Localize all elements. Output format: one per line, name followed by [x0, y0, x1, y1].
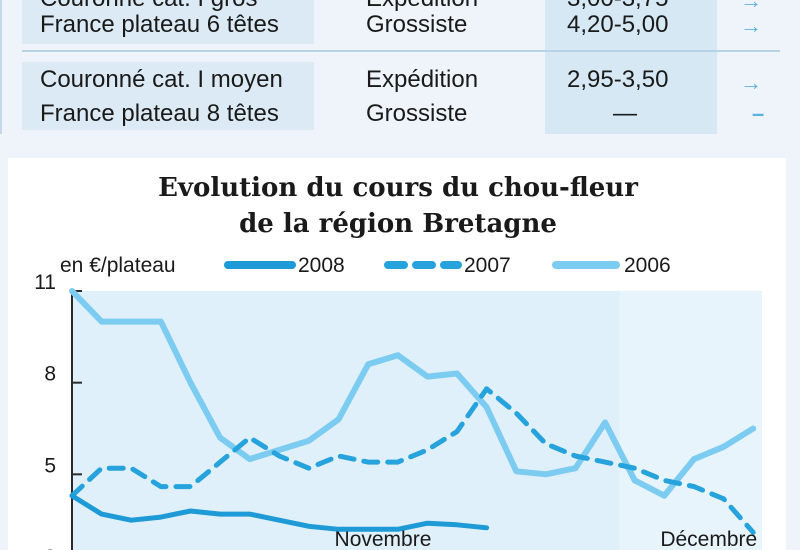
row-2-product-line2: France plateau 8 têtes [40, 100, 279, 127]
row-2-trend-arrow: → [740, 70, 762, 95]
legend-label-2008: 2008 [298, 254, 345, 277]
y-axis-unit-label: en €/plateau [60, 254, 176, 277]
row-1-product-line2: France plateau 6 têtes [40, 11, 279, 38]
row-1-stage-line2: Grossiste [366, 11, 468, 38]
chart-title-line1: Evolution du cours du chou-fleur [158, 173, 638, 203]
row-2-label-band [22, 62, 314, 130]
table-left-border [0, 0, 2, 134]
legend-label-2006: 2006 [624, 254, 671, 277]
legend-label-2007: 2007 [464, 254, 511, 277]
row-1-product-line1: Couronné cat. I gros [40, 0, 257, 13]
chart-title-line2: de la région Bretagne [239, 209, 557, 239]
series-line-2006 [69, 288, 757, 499]
price-table: Couronné cat. I gros France plateau 6 tê… [0, 0, 800, 140]
row-2-price-line1: 2,95-3,50 [567, 66, 669, 93]
row-2-price-line2: — [613, 100, 637, 127]
price-chart: Evolution du cours du chou-fleur de la r… [34, 173, 763, 550]
row-1-trend-arrow-1: → [740, 0, 762, 13]
row-1-trend-arrow-2: → [740, 13, 762, 38]
y-tick-label-5: 5 [44, 454, 56, 477]
x-label-november: Novembre [335, 528, 432, 550]
row-2-stage-line2: Grossiste [366, 100, 468, 127]
chart-panel: Evolution du cours du chou-fleur de la r… [8, 158, 786, 550]
y-axis: 2 5 8 11 [34, 271, 82, 550]
row-1-label-band [22, 0, 314, 44]
price-column-band [545, 0, 717, 134]
y-tick-label-8: 8 [44, 363, 56, 386]
row-1-price-line1: 3,00-3,75 [567, 0, 668, 13]
x-label-decembre: Décembre [660, 528, 757, 550]
y-tick-label-2: 2 [44, 546, 56, 550]
row-divider [22, 50, 780, 52]
row-2-trend-dash: – [752, 101, 765, 126]
series-line-2008 [69, 493, 490, 532]
series-line-2007 [69, 386, 756, 535]
y-tick-label-11: 11 [34, 271, 56, 294]
row-2-stage-line1: Expédition [366, 66, 479, 93]
november-band [72, 291, 620, 550]
series-layer [69, 288, 757, 535]
row-1-price-line2: 4,20-5,00 [567, 11, 669, 38]
row-2-product-line1: Couronné cat. I moyen [40, 66, 283, 93]
row-1-stage-line1: Expédition [366, 0, 478, 13]
december-band [619, 291, 763, 550]
